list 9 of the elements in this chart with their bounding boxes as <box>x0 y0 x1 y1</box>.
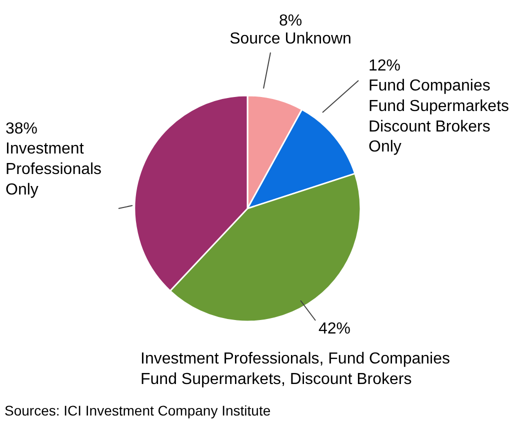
data-label: 42% <box>318 320 351 338</box>
source-note: Sources: ICI Investment Company Institute <box>4 402 271 418</box>
data-label: 38% <box>6 120 38 138</box>
slice-label: Investment Professionals, Fund Companies Fund Supermarkets, Discount Brokers <box>140 350 450 388</box>
slice-label: Investment Professionals Only <box>6 140 102 198</box>
slice-label: Fund Companies Fund Supermarkets Discount Brokers Only <box>368 78 510 156</box>
data-label: 8% <box>278 12 302 30</box>
slice-label: Source Unknown <box>230 30 352 48</box>
data-label: 12% <box>368 58 401 74</box>
